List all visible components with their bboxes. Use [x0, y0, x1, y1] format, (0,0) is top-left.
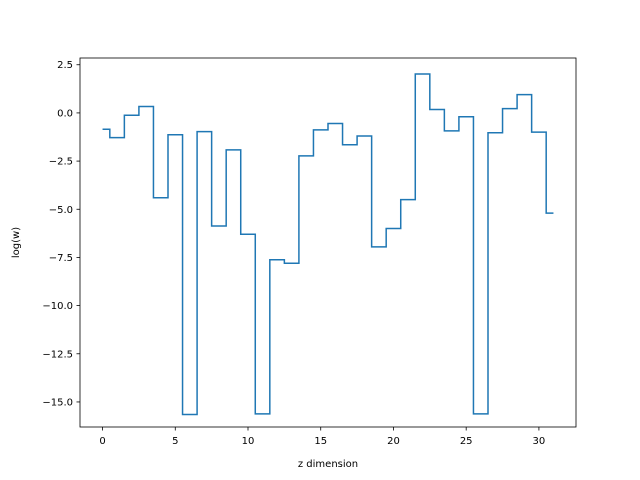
- x-axis-label: z dimension: [298, 459, 358, 470]
- plot-area: [102, 73, 554, 416]
- y-tick-label: −10.0: [42, 301, 73, 312]
- x-tick-label: 30: [533, 436, 546, 447]
- y-tick-label: −12.5: [42, 349, 73, 360]
- axes-frame: [79, 57, 577, 428]
- x-axis-ticks: 0 5 10 15 20 25 30: [99, 427, 545, 447]
- series-line-0: [102, 73, 554, 416]
- x-tick-label: 10: [242, 436, 255, 447]
- y-axis-ticks: 2.5 0.0 −2.5 −5.0 −7.5 −10.0 −12.5 −15.0: [42, 60, 80, 408]
- y-tick-label: 2.5: [57, 60, 73, 71]
- y-tick-label: −15.0: [42, 397, 73, 408]
- x-tick-label: 25: [460, 436, 473, 447]
- y-tick-label: −5.0: [49, 205, 73, 216]
- y-tick-label: 0.0: [57, 108, 73, 119]
- y-axis-label: log(w): [11, 227, 22, 258]
- x-tick-label: 5: [172, 436, 178, 447]
- x-tick-label: 20: [387, 436, 400, 447]
- x-tick-label: 0: [99, 436, 105, 447]
- y-tick-label: −7.5: [49, 253, 73, 264]
- y-tick-label: −2.5: [49, 157, 73, 168]
- x-tick-label: 15: [314, 436, 327, 447]
